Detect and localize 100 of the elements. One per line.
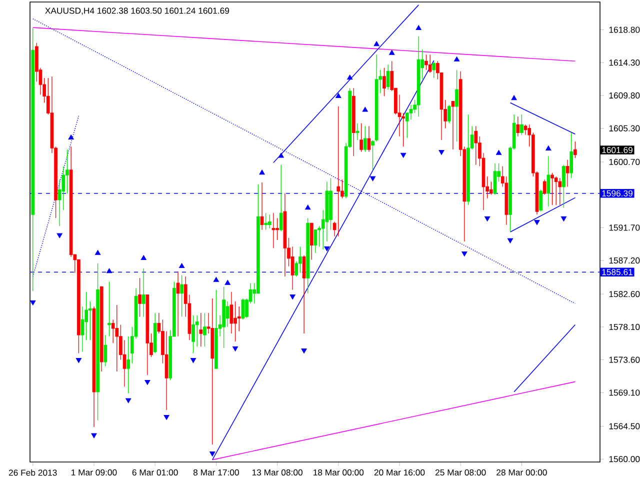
x-tick-label: 6 Mar 01:00 <box>132 469 178 476</box>
point <box>560 216 567 222</box>
point <box>144 380 150 385</box>
candlestick <box>100 286 104 372</box>
candlestick <box>210 298 214 445</box>
point <box>76 358 82 363</box>
x-tick-label: 20 Mar 16:00 <box>374 469 425 476</box>
candlestick <box>272 212 276 248</box>
x-tick-label: 18 Mar 00:00 <box>314 469 364 476</box>
point <box>511 95 517 100</box>
candlestick <box>356 122 360 140</box>
point <box>496 150 502 155</box>
candlestick <box>386 64 390 90</box>
text: 1601.69 <box>602 146 633 154</box>
candlestick <box>363 126 367 152</box>
x-tick-label: 1 Mar 09:00 <box>72 469 117 476</box>
x-tick-label: 8 Mar 17:00 <box>193 469 239 476</box>
candlestick <box>264 212 268 230</box>
candlestick <box>447 104 451 124</box>
text: XAUUSD,H4 1602.38 1603.50 1601.24 1601.69 <box>45 8 230 15</box>
candlestick <box>142 268 146 318</box>
point <box>210 452 216 456</box>
y-tick-label: 1609.80 <box>609 92 640 99</box>
candlestick <box>332 221 336 237</box>
candlestick <box>558 178 562 206</box>
point <box>30 300 36 306</box>
candlestick <box>283 192 287 277</box>
candlestick <box>539 189 542 212</box>
y-tick-label: 1614.30 <box>609 60 640 66</box>
point <box>438 150 444 155</box>
point <box>374 41 380 46</box>
candlestick <box>554 176 558 206</box>
candlestick <box>138 278 142 318</box>
candlestick <box>432 60 436 78</box>
candlestick <box>92 306 96 428</box>
point <box>106 268 112 274</box>
point <box>232 346 238 352</box>
candlestick <box>310 222 314 260</box>
point <box>259 170 265 175</box>
candlestick <box>416 36 420 117</box>
point <box>91 433 97 438</box>
candlestick <box>382 67 386 97</box>
candlestick <box>542 179 546 196</box>
point <box>507 238 514 244</box>
candlestick <box>562 164 566 208</box>
candlestick <box>466 114 470 206</box>
y-tick-label: 1591.70 <box>609 224 640 231</box>
y-tick-label: 1564.50 <box>609 423 640 430</box>
point <box>336 93 342 98</box>
candlestick <box>520 114 524 136</box>
y-tick-label: 1582.60 <box>609 291 640 298</box>
y-tick-label: 1618.80 <box>609 26 640 33</box>
candlestick <box>455 70 458 142</box>
y-tick-label: 1578.10 <box>609 324 640 330</box>
candlestick <box>352 88 356 156</box>
point <box>462 251 468 256</box>
candlestick <box>493 163 497 196</box>
candlestick <box>176 271 180 337</box>
point <box>290 294 296 300</box>
candlestick <box>374 54 378 142</box>
candlestick <box>192 314 195 354</box>
candlestick <box>214 289 218 369</box>
point <box>305 204 311 210</box>
candlestick <box>146 294 150 376</box>
candlestick <box>566 159 570 188</box>
candlestick <box>367 126 371 152</box>
candlestick <box>474 126 478 166</box>
point <box>546 146 552 151</box>
point <box>389 50 395 55</box>
candlestick <box>574 141 577 158</box>
x-tick-label: 13 Mar 08:00 <box>252 469 302 476</box>
x-tick-label: 25 Mar 08:00 <box>436 469 486 476</box>
point <box>126 398 132 404</box>
candlestick <box>108 281 111 337</box>
candlestick <box>516 116 520 137</box>
point <box>324 246 330 252</box>
point <box>164 414 170 420</box>
point <box>484 216 490 222</box>
point <box>370 176 376 182</box>
y-tick-label: 1560.00 <box>609 456 640 462</box>
point <box>94 250 101 255</box>
candlestick <box>428 54 432 74</box>
candlestick <box>180 274 184 318</box>
candlestick <box>222 286 226 348</box>
point <box>56 233 62 238</box>
candlestick <box>126 336 130 394</box>
y-tick-label: 1600.70 <box>609 158 640 165</box>
candlestick <box>314 229 318 254</box>
candlestick <box>336 106 340 237</box>
candlestick <box>268 214 272 229</box>
candlestick <box>550 172 554 206</box>
y-tick-label: 1587.20 <box>609 257 640 264</box>
y-tick-label: 1569.10 <box>609 390 640 396</box>
point <box>140 255 146 260</box>
candlestick <box>371 140 374 170</box>
candlestick <box>31 28 35 292</box>
point <box>416 25 422 30</box>
candlestick <box>546 156 550 207</box>
candlestick <box>570 132 574 178</box>
point <box>224 280 230 285</box>
